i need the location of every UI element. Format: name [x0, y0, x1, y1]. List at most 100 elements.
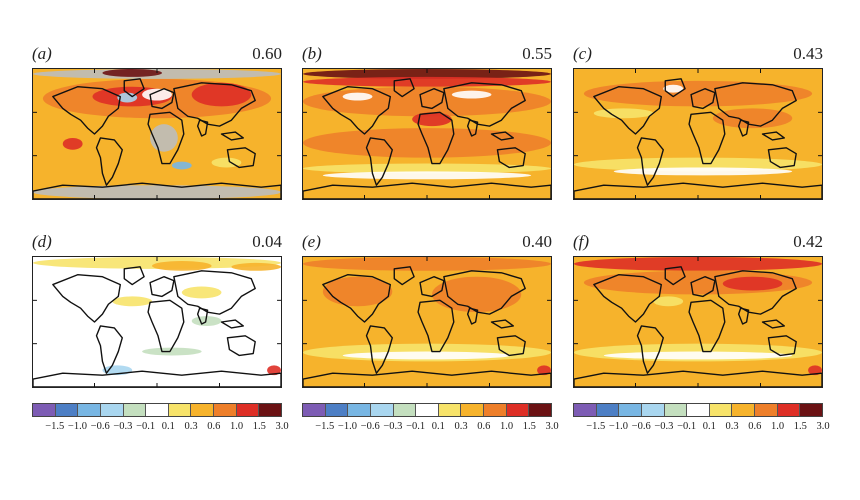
continent-outline [52, 274, 121, 323]
colorbar-tick-label: −0.3 [113, 421, 133, 432]
panel-value: 0.40 [522, 232, 552, 251]
map-panel-e: (e) 0.40 [302, 232, 552, 388]
continent-outline [52, 86, 121, 135]
anomaly-region [431, 276, 522, 313]
colorbar-tick-label: 0.1 [431, 421, 445, 432]
colorbar-swatch [123, 404, 147, 416]
anomaly-region [663, 84, 684, 93]
colorbar-tick-label: 0.3 [454, 421, 468, 432]
continent-outline [226, 335, 256, 357]
anomaly-region [451, 90, 492, 99]
colorbar-swatch [687, 404, 710, 416]
colorbar-tick-label: −0.1 [677, 421, 697, 432]
colorbar-swatch [800, 404, 823, 416]
panel-value: 0.04 [252, 232, 282, 251]
continent-outline [173, 82, 256, 127]
map-background [33, 257, 281, 387]
colorbar-tick-label: −0.3 [654, 421, 674, 432]
continent-outline [149, 276, 175, 298]
colorbar-swatch [484, 404, 507, 416]
continent-outline [714, 82, 797, 127]
continent-outline [636, 137, 664, 186]
colorbar-tick-label: −1.0 [337, 421, 357, 432]
continent-outline [767, 147, 797, 169]
continent-outline [95, 137, 123, 186]
continent-outline [393, 266, 415, 286]
colorbar-swatch [55, 404, 79, 416]
colorbar-tick-label: −1.0 [608, 421, 628, 432]
anomaly-region [191, 82, 252, 107]
anomaly-region [142, 347, 202, 356]
map-panel-d: (d) 0.04 [32, 232, 282, 388]
colorbar-3 [573, 403, 823, 417]
anomaly-region [267, 365, 281, 376]
colorbar-2 [302, 403, 552, 417]
continent-outline [496, 147, 526, 169]
colorbar-swatch [755, 404, 778, 416]
colorbar-swatch [461, 404, 485, 416]
anomaly-region [613, 167, 793, 176]
anomaly-region [303, 76, 551, 87]
continent-outline [761, 131, 785, 141]
world-map-f [573, 256, 823, 388]
colorbar-tick-label: −1.0 [67, 421, 87, 432]
continent-outline [419, 88, 445, 110]
continent-outline [95, 325, 123, 374]
anomaly-region [603, 351, 793, 360]
continent-outline [365, 325, 393, 374]
colorbar-tick-label: 0.6 [207, 421, 221, 432]
continent-outline [574, 182, 822, 199]
colorbar-tick-label: 1.0 [499, 421, 514, 432]
continent-outline [419, 276, 445, 298]
colorbar-swatch [438, 404, 462, 416]
continent-outline [220, 319, 244, 329]
colorbar-swatch [529, 404, 552, 416]
anomaly-region [412, 112, 452, 127]
panel-label: (f) [573, 232, 590, 251]
colorbar-swatch [732, 404, 756, 416]
continent-outline [33, 370, 281, 387]
colorbar-ticks-1: −1.5 −1.0 −0.6 −0.3 −0.1 0.1 0.3 0.6 1.0 1.5 3.0 [32, 421, 288, 435]
continent-outline [149, 88, 175, 110]
colorbar-tick-label: 3.0 [816, 421, 830, 432]
colorbar-tick-label: 0.1 [161, 421, 175, 432]
colorbar-tick-label: −0.1 [406, 421, 426, 432]
colorbar-swatch [370, 404, 394, 416]
continent-outline [443, 82, 526, 127]
colorbar-tick-label: −0.1 [136, 421, 156, 432]
colorbar-tick-label: −0.6 [360, 421, 380, 432]
continent-outline [593, 86, 662, 135]
map-svg [574, 69, 822, 199]
colorbar-swatch [214, 404, 237, 416]
anomaly-region [62, 137, 83, 150]
colorbar-swatch [33, 404, 56, 416]
colorbar-swatch [506, 404, 530, 416]
panel-value: 0.60 [252, 44, 282, 63]
colorbar-swatch [191, 404, 215, 416]
continent-outline [226, 147, 256, 169]
colorbar-tick-label: −0.6 [631, 421, 651, 432]
panel-label: (a) [32, 44, 52, 63]
colorbar-swatch [348, 404, 371, 416]
colorbar-swatch [619, 404, 642, 416]
continent-outline [714, 270, 797, 315]
anomaly-region [117, 92, 138, 103]
continent-outline [147, 299, 185, 353]
colorbar-swatch [641, 404, 665, 416]
anomaly-region [653, 296, 684, 307]
continent-outline [365, 137, 393, 186]
anomaly-region [322, 171, 532, 180]
colorbar-swatch [100, 404, 124, 416]
continent-outline [466, 307, 479, 325]
anomaly-region [112, 296, 153, 307]
colorbar-swatch [168, 404, 192, 416]
anomaly-region [303, 163, 551, 174]
continent-outline [196, 119, 209, 137]
continent-outline [593, 274, 662, 323]
panel-value: 0.42 [793, 232, 823, 251]
continent-outline [33, 182, 281, 199]
panel-value: 0.55 [522, 44, 552, 63]
anomaly-region [722, 276, 783, 291]
anomaly-region [808, 365, 822, 376]
continent-outline [688, 111, 726, 165]
